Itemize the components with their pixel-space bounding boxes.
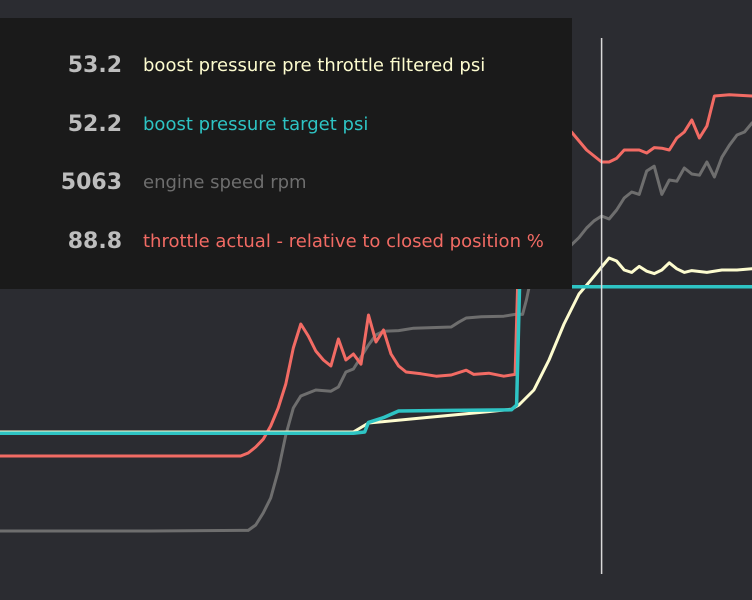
legend-label: engine speed rpm <box>143 172 307 193</box>
series-line-boost-pressure-pre-throttle-filtered-psi <box>0 256 752 434</box>
series-line-boost-pressure-target-psi <box>0 283 752 435</box>
legend-value: 52.2 <box>67 112 122 137</box>
legend-label: throttle actual - relative to closed pos… <box>143 231 544 252</box>
legend-label: boost pressure target psi <box>143 114 369 135</box>
legend-value: 5063 <box>60 170 122 195</box>
series-line-engine-speed-rpm <box>0 121 752 533</box>
series-line-throttle-actual-relative-to-closed-position <box>0 93 752 458</box>
legend-label: boost pressure pre throttle filtered psi <box>143 55 486 76</box>
legend: 53.2 boost pressure pre throttle filtere… <box>0 18 572 289</box>
legend-value: 88.8 <box>67 229 122 254</box>
series-layer <box>0 93 752 533</box>
legend-value: 53.2 <box>67 53 122 78</box>
